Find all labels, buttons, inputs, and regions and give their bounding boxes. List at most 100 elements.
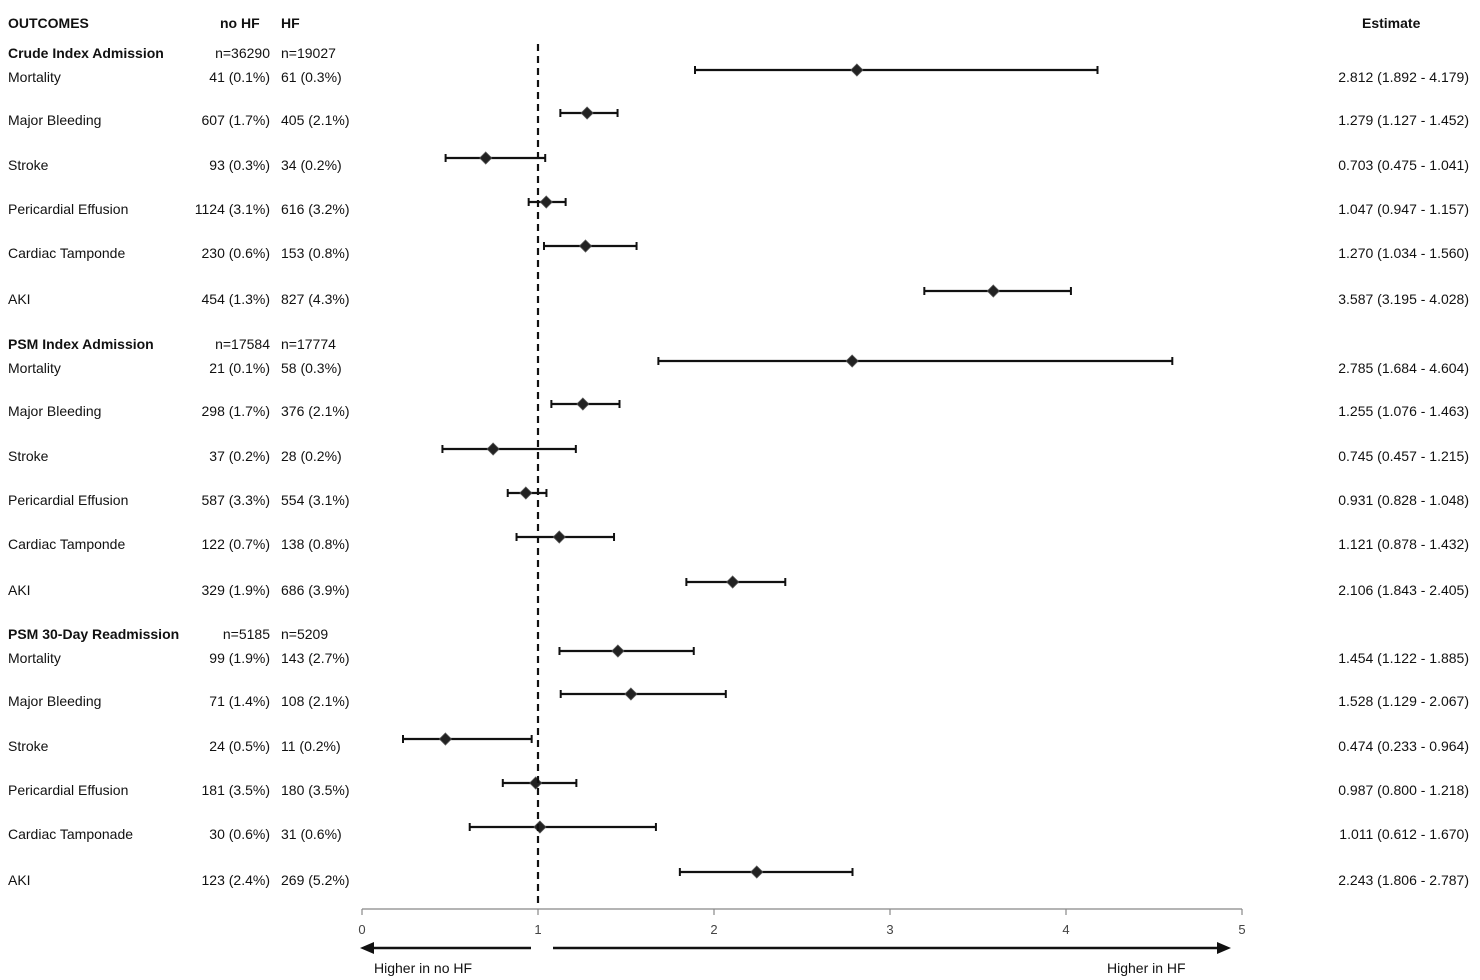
- point-estimate-marker: [580, 106, 594, 120]
- estimate-text: 1.270 (1.034 - 1.560): [1338, 245, 1469, 261]
- right-arrow-head: [1217, 942, 1231, 954]
- estimate-text: 1.255 (1.076 - 1.463): [1338, 403, 1469, 419]
- estimate-text: 0.931 (0.828 - 1.048): [1338, 492, 1469, 508]
- point-estimate-marker: [611, 644, 625, 658]
- hf-count: 554 (3.1%): [281, 492, 350, 508]
- estimate-text: 0.474 (0.233 - 0.964): [1338, 738, 1469, 754]
- hf-count: 376 (2.1%): [281, 403, 350, 419]
- hf-count: 138 (0.8%): [281, 536, 350, 552]
- group-n-nohf: n=17584: [215, 336, 270, 352]
- point-estimate-marker: [552, 530, 566, 544]
- hf-count: 11 (0.2%): [281, 738, 341, 754]
- outcomes-header: OUTCOMES: [8, 15, 89, 31]
- point-estimate-marker: [578, 239, 593, 253]
- outcome-label: Pericardial Effusion: [8, 782, 129, 798]
- x-tick-label: 2: [710, 922, 717, 937]
- x-tick-label: 5: [1238, 922, 1245, 937]
- nohf-count: 99 (1.9%): [209, 650, 270, 666]
- nohf-count: 21 (0.1%): [209, 360, 270, 376]
- hf-count: 108 (2.1%): [281, 693, 350, 709]
- hf-count: 827 (4.3%): [281, 291, 350, 307]
- hf-count: 686 (3.9%): [281, 582, 350, 598]
- estimate-text: 1.279 (1.127 - 1.452): [1338, 112, 1469, 128]
- direction-label-left: Higher in no HF: [374, 960, 473, 976]
- group-header: PSM Index Admission: [8, 336, 154, 352]
- outcome-label: Mortality: [8, 650, 61, 666]
- nohf-count: 329 (1.9%): [201, 582, 270, 598]
- estimate-text: 1.011 (0.612 - 1.670): [1339, 826, 1469, 842]
- point-estimate-marker: [533, 820, 547, 834]
- outcome-label: Pericardial Effusion: [8, 201, 129, 217]
- hf-count: 31 (0.6%): [281, 826, 342, 842]
- hf-count: 143 (2.7%): [281, 650, 350, 666]
- estimate-text: 2.812 (1.892 - 4.179): [1338, 69, 1469, 85]
- hf-count: 180 (3.5%): [281, 782, 350, 798]
- estimate-header: Estimate: [1362, 15, 1421, 31]
- point-estimate-marker: [750, 865, 764, 879]
- nohf-count: 607 (1.7%): [201, 112, 270, 128]
- hf-count: 616 (3.2%): [281, 201, 350, 217]
- outcome-label: Major Bleeding: [8, 403, 102, 419]
- point-estimate-marker: [850, 63, 864, 77]
- point-estimate-marker: [529, 776, 543, 790]
- outcome-label: Major Bleeding: [8, 112, 102, 128]
- nohf-count: 122 (0.7%): [201, 536, 270, 552]
- outcome-label: Cardiac Tamponde: [8, 536, 126, 552]
- outcome-label: Stroke: [8, 448, 49, 464]
- x-tick-label: 3: [886, 922, 893, 937]
- nohf-count: 37 (0.2%): [209, 448, 270, 464]
- outcome-label: AKI: [8, 582, 31, 598]
- point-estimate-marker: [576, 397, 590, 411]
- nohf-count: 230 (0.6%): [201, 245, 270, 261]
- group-n-hf: n=5209: [281, 626, 329, 642]
- nohf-header: no HF: [220, 15, 260, 31]
- estimate-text: 3.587 (3.195 - 4.028): [1338, 291, 1469, 307]
- point-estimate-marker: [624, 687, 638, 701]
- nohf-count: 587 (3.3%): [201, 492, 270, 508]
- point-estimate-marker: [726, 575, 740, 589]
- nohf-count: 123 (2.4%): [201, 872, 270, 888]
- nohf-count: 30 (0.6%): [209, 826, 270, 842]
- outcome-label: Mortality: [8, 360, 61, 376]
- point-estimate-marker: [438, 732, 452, 746]
- outcome-label: Major Bleeding: [8, 693, 102, 709]
- left-arrow-head: [360, 942, 374, 954]
- point-estimate-marker: [519, 486, 533, 500]
- group-header: Crude Index Admission: [8, 45, 164, 61]
- hf-count: 61 (0.3%): [281, 69, 342, 85]
- hf-count: 405 (2.1%): [281, 112, 350, 128]
- hf-count: 153 (0.8%): [281, 245, 350, 261]
- point-estimate-marker: [539, 195, 553, 209]
- nohf-count: 181 (3.5%): [201, 782, 270, 798]
- group-n-nohf: n=5185: [222, 626, 270, 642]
- hf-count: 58 (0.3%): [281, 360, 342, 376]
- estimate-text: 1.121 (0.878 - 1.432): [1338, 536, 1469, 552]
- outcome-label: AKI: [8, 872, 31, 888]
- point-estimate-marker: [486, 442, 500, 456]
- nohf-count: 24 (0.5%): [209, 738, 270, 754]
- nohf-count: 1124 (3.1%): [194, 201, 270, 217]
- estimate-text: 2.785 (1.684 - 4.604): [1338, 360, 1469, 376]
- outcome-label: Mortality: [8, 69, 61, 85]
- nohf-count: 298 (1.7%): [201, 403, 270, 419]
- nohf-count: 41 (0.1%): [209, 69, 270, 85]
- outcome-label: Cardiac Tamponade: [8, 826, 134, 842]
- x-tick-label: 0: [358, 922, 365, 937]
- point-estimate-marker: [986, 284, 1000, 298]
- outcome-label: AKI: [8, 291, 31, 307]
- estimate-text: 0.745 (0.457 - 1.215): [1338, 448, 1469, 464]
- estimate-text: 0.987 (0.800 - 1.218): [1338, 782, 1469, 798]
- outcome-label: Pericardial Effusion: [8, 492, 129, 508]
- hf-count: 34 (0.2%): [281, 157, 342, 173]
- estimate-text: 1.528 (1.129 - 2.067): [1338, 693, 1469, 709]
- direction-label-right: Higher in HF: [1107, 960, 1186, 976]
- point-estimate-marker: [479, 151, 493, 165]
- group-n-hf: n=19027: [281, 45, 336, 61]
- x-tick-label: 4: [1062, 922, 1069, 937]
- estimate-text: 0.703 (0.475 - 1.041): [1338, 157, 1469, 173]
- estimate-text: 1.454 (1.122 - 1.885): [1338, 650, 1469, 666]
- group-header: PSM 30-Day Readmission: [8, 626, 180, 642]
- hf-count: 28 (0.2%): [281, 448, 342, 464]
